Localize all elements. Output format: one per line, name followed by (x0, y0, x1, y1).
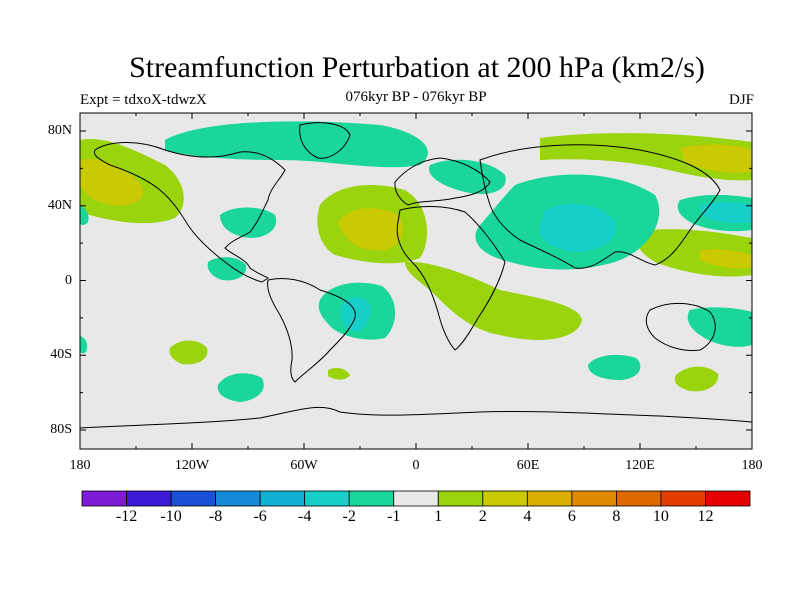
colorbar-swatch (660, 490, 706, 507)
colorbar-swatch (482, 490, 528, 507)
colorbar-label: -12 (115, 508, 138, 525)
lon-label-180e: 180 (741, 458, 763, 473)
coastline-south-america (267, 277, 356, 383)
colorbar-label: -10 (160, 508, 182, 525)
period-label: 076kyr BP - 076kyr BP (345, 89, 487, 105)
lat-label-80s: 80S (50, 422, 72, 437)
contour-pos1-tasman (674, 366, 719, 392)
colorbar-swatch (393, 490, 439, 507)
streamfunction-field (80, 121, 752, 402)
colorbar-swatch (126, 490, 172, 507)
contour-pos2-npacific-east (680, 144, 752, 173)
colorbar-swatch (526, 490, 573, 507)
colorbar-swatch (437, 490, 484, 507)
lon-label-120e: 120E (625, 458, 655, 473)
lon-label-120w: 120W (174, 458, 210, 473)
map-title: Streamfunction Perturbation at 200 hPa (… (129, 51, 705, 84)
axis-ticks (79, 113, 753, 449)
coastline-greenland (299, 122, 351, 159)
colorbar-label: 4 (523, 508, 532, 525)
contour-neg1-caribbean (220, 207, 277, 238)
colorbar-label: 12 (697, 508, 714, 525)
contour-neg1-sw-pacific (217, 373, 264, 402)
colorbar-swatch (571, 490, 617, 507)
coastlines (80, 122, 752, 429)
contour-neg1-sw-pacific-east (687, 307, 752, 347)
colorbar-swatch (170, 490, 216, 507)
contour-pos1-southern-band (405, 261, 582, 340)
colorbar-label: -8 (208, 508, 223, 525)
contour-neg1-east-pacific (207, 257, 247, 281)
lat-label-40n: 40N (47, 198, 72, 213)
contour-neg1-europe (429, 159, 506, 195)
contour-pos2-east-asia (700, 249, 752, 269)
colorbar (81, 490, 751, 507)
coastline-asia (479, 144, 721, 269)
lon-label-180w: 180 (69, 458, 91, 473)
coastline-antarctica (80, 406, 752, 429)
contour-neg1-west-edge-north (80, 205, 89, 225)
coastline-africa (396, 205, 506, 351)
colorbar-label: 2 (478, 508, 487, 525)
colorbar-label: 6 (567, 508, 576, 525)
contour-neg1-indian-ocean (588, 354, 641, 380)
colorbar-label: -6 (253, 508, 267, 525)
lat-label-40s: 40S (50, 347, 72, 362)
contour-pos1-south-pacific (169, 340, 208, 365)
map-background (80, 113, 752, 449)
contour-neg1-arctic (165, 121, 428, 168)
season-label: DJF (728, 92, 754, 108)
lon-label-60w: 60W (290, 458, 318, 473)
lon-label-0: 0 (412, 458, 420, 473)
colorbar-label: -4 (297, 508, 312, 525)
colorbar-swatch (81, 490, 127, 507)
colorbar-label: 1 (434, 508, 443, 525)
colorbar-label: -1 (387, 508, 401, 525)
colorbar-swatch (616, 490, 662, 507)
colorbar-swatch (304, 490, 350, 507)
contour-neg1-west-edge-south (80, 336, 88, 354)
coastline-europe (394, 157, 491, 206)
contour-pos2-npacific-west (80, 158, 144, 206)
lon-label-60e: 60E (516, 458, 540, 473)
colorbar-swatch (215, 490, 261, 507)
contour-pos1-south-atlantic (328, 367, 350, 380)
experiment-label: Expt = tdxoX-tdwzX (80, 92, 207, 108)
lat-label-equator: 0 (65, 273, 72, 288)
contour-pos2-natlantic (338, 208, 403, 251)
colorbar-swatch (259, 490, 306, 507)
colorbar-swatch (348, 490, 395, 507)
colorbar-label: -2 (342, 508, 356, 525)
colorbar-label: 8 (612, 508, 621, 525)
lat-label-80n: 80N (47, 123, 72, 138)
coastline-australia (645, 302, 716, 351)
colorbar-swatch (705, 490, 751, 507)
colorbar-label: 10 (652, 508, 669, 525)
map-plot-area (80, 113, 752, 449)
contour-neg2-nw-pacific (700, 201, 752, 224)
contour-neg2-asia (539, 203, 616, 252)
coastline-north-america (93, 142, 286, 283)
